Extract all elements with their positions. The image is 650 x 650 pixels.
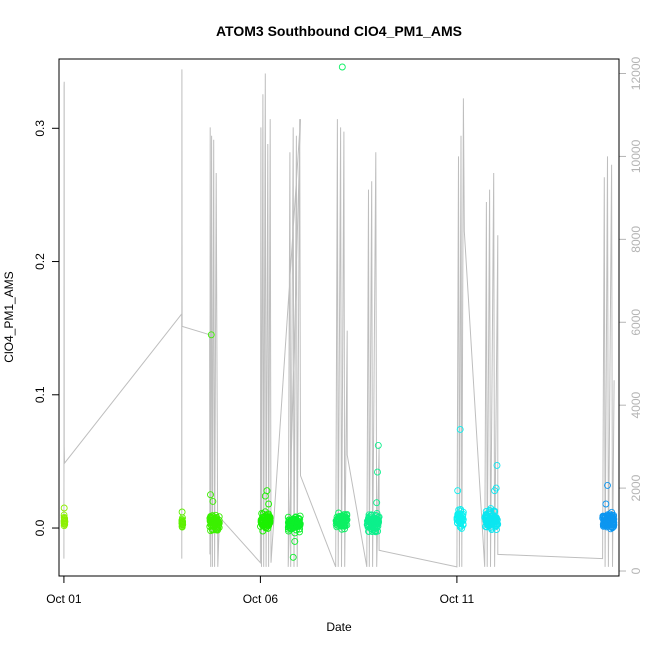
data-point <box>609 521 617 529</box>
data-point <box>339 518 347 526</box>
y2-tick-label: 8000 <box>629 226 643 253</box>
y2-tick-label: 0 <box>629 567 643 574</box>
data-point <box>291 537 299 545</box>
y-tick-label: 0.0 <box>33 519 47 536</box>
data-point <box>294 517 302 525</box>
data-point <box>289 553 297 561</box>
x-axis-label: Date <box>326 620 352 634</box>
data-point <box>493 520 501 528</box>
data-point <box>372 514 380 522</box>
data-point <box>264 518 272 526</box>
data-point <box>261 508 269 516</box>
data-point <box>333 516 341 524</box>
x-tick-label: Oct 01 <box>46 592 82 606</box>
data-point <box>374 468 381 476</box>
data-point <box>295 525 303 533</box>
data-point <box>372 527 380 535</box>
data-point <box>209 497 217 505</box>
y-tick-label: 0.2 <box>33 253 47 270</box>
y-tick-label: 0.1 <box>33 386 47 403</box>
data-point <box>482 507 490 515</box>
data-point <box>343 510 351 518</box>
data-point <box>604 513 612 521</box>
data-point <box>207 331 215 339</box>
data-point <box>493 461 501 469</box>
data-point <box>608 513 616 521</box>
data-point <box>373 509 381 517</box>
data-point <box>265 513 273 521</box>
scatter-point-layer <box>60 63 618 561</box>
y-axis-label: ClO4_PM1_AMS <box>2 271 16 362</box>
y2-tick-label: 12000 <box>629 57 643 91</box>
data-point <box>214 526 222 534</box>
data-point <box>338 63 346 71</box>
data-point <box>178 521 186 529</box>
data-point <box>454 487 462 495</box>
data-point <box>610 520 618 528</box>
plot-frame <box>58 58 620 577</box>
data-point <box>373 499 381 507</box>
data-point <box>60 518 68 526</box>
altitude-line-layer <box>63 69 615 568</box>
data-point <box>208 519 216 527</box>
data-point <box>263 517 271 524</box>
x-tick-label: Oct 11 <box>440 592 475 606</box>
data-point <box>210 526 218 533</box>
data-point <box>489 515 497 523</box>
data-point <box>60 522 68 530</box>
data-point <box>374 441 382 449</box>
data-point <box>258 509 266 517</box>
chart-title: ATOM3 Southbound ClO4_PM1_AMS <box>216 23 462 39</box>
y2-tick-label: 4000 <box>629 392 643 419</box>
data-point <box>459 508 467 516</box>
data-point <box>287 525 295 533</box>
data-point <box>602 500 610 508</box>
data-point <box>456 425 464 433</box>
data-point <box>262 512 270 520</box>
data-point <box>265 500 273 508</box>
data-point <box>60 504 68 512</box>
x-tick-label: Oct 06 <box>243 592 279 606</box>
data-point <box>296 522 304 530</box>
y2-tick-label: 10000 <box>629 139 643 173</box>
data-point <box>483 512 491 520</box>
data-point <box>604 481 611 489</box>
data-point <box>178 508 186 516</box>
data-point <box>207 491 214 499</box>
data-point <box>287 518 295 526</box>
data-point <box>261 492 269 500</box>
data-point <box>453 514 461 522</box>
data-point <box>208 514 216 522</box>
data-point <box>455 510 463 518</box>
data-point <box>491 487 499 495</box>
data-point <box>484 522 492 529</box>
data-point <box>600 521 608 528</box>
data-point <box>286 522 294 529</box>
altitude-line <box>63 69 615 568</box>
y-tick-label: 0.3 <box>33 120 47 137</box>
data-point <box>339 515 347 522</box>
y2-tick-label: 6000 <box>629 309 643 336</box>
data-point <box>178 518 186 526</box>
data-point <box>259 527 267 535</box>
data-point <box>215 518 222 526</box>
y2-tick-label: 2000 <box>629 474 643 501</box>
